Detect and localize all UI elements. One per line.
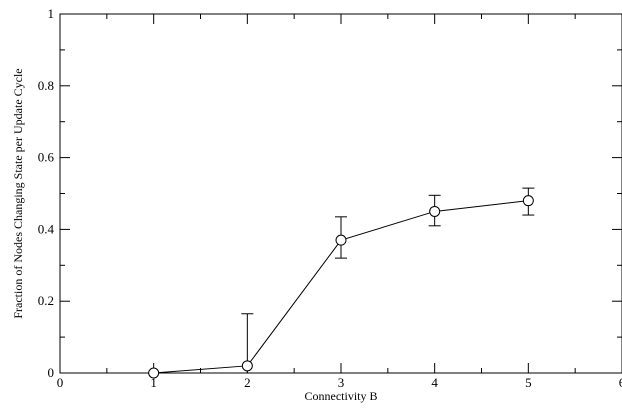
x-axis-title: Connectivity B: [305, 389, 378, 403]
tick-labels: 0 1 2 3 4 5 6 0 0.2 0.4 0.6 0.8 1: [38, 6, 622, 390]
data-point: [148, 367, 160, 379]
series-group: [148, 187, 535, 379]
y-tick-label: 0.4: [38, 221, 55, 236]
data-point: [335, 234, 347, 246]
x-tick-label: 1: [150, 375, 157, 390]
x-tick-label: 5: [525, 375, 532, 390]
y-axis-title: Fraction of Nodes Changing State per Upd…: [11, 68, 25, 318]
data-point: [429, 205, 441, 217]
y-tick-label: 1: [48, 6, 55, 21]
y-tick-label: 0.8: [38, 78, 54, 93]
y-tick-label: 0.2: [38, 293, 54, 308]
x-tick-label: 6: [619, 375, 622, 390]
plot-frame: [59, 13, 622, 374]
x-tick-label: 0: [57, 375, 64, 390]
x-tick-label: 3: [338, 375, 345, 390]
axis-ticks: [59, 13, 622, 374]
data-point: [522, 195, 534, 207]
x-tick-label: 2: [244, 375, 251, 390]
y-tick-label: 0: [48, 365, 55, 380]
data-point: [241, 360, 253, 372]
x-tick-label: 4: [431, 375, 438, 390]
y-tick-label: 0.6: [38, 150, 55, 165]
